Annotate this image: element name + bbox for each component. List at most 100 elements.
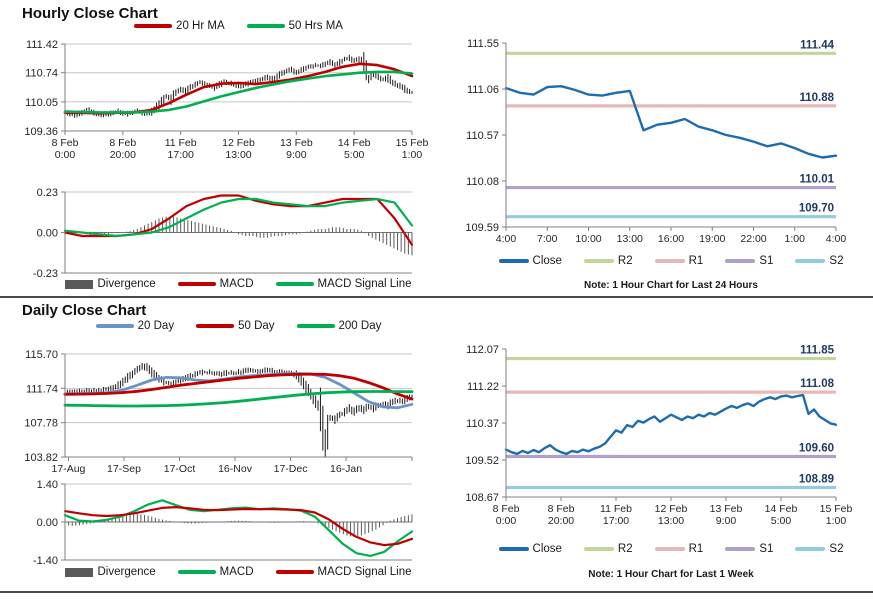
section-divider-top [0, 296, 873, 298]
legend-swatch-s2 [795, 259, 826, 263]
hourly-pivot-chart: 111.44 110.88 110.01 109.70 111.55 111.06 110.… [465, 38, 847, 245]
legend-label: MACD [219, 566, 254, 578]
svg-text:111.08: 111.08 [800, 378, 835, 390]
svg-text:15 Feb: 15 Feb [396, 137, 429, 149]
legend-swatch-50-hrs-ma [246, 24, 285, 28]
svg-text:10:00: 10:00 [575, 233, 601, 245]
svg-text:108.67: 108.67 [465, 492, 499, 504]
svg-text:1.40: 1.40 [37, 479, 58, 491]
svg-text:0.00: 0.00 [37, 228, 58, 240]
legend-label: R1 [688, 255, 704, 267]
legend-item-close: Close [498, 543, 562, 555]
svg-text:17:00: 17:00 [603, 515, 629, 527]
legend-label: MACD [219, 278, 254, 290]
legend-swatch-r2 [583, 259, 614, 263]
svg-text:5:00: 5:00 [771, 515, 792, 527]
svg-text:1:00: 1:00 [785, 233, 806, 245]
legend-item-s1: S1 [725, 543, 773, 555]
hourly-pivot-legend: Close R2 R1 S1 S2 [498, 255, 843, 267]
weekly-pivot-chart: 111.85 111.08 109.60 108.89 112.07 111.22 110.… [465, 344, 852, 527]
hourly-macd-chart: 0.23 0.00 -0.23 [33, 187, 414, 278]
svg-text:4:00: 4:00 [826, 233, 847, 245]
svg-text:13:00: 13:00 [225, 149, 251, 161]
hourly-macd-legend: Divergence MACD MACD Signal Line [65, 278, 412, 290]
svg-text:7:00: 7:00 [537, 233, 558, 245]
svg-text:16:00: 16:00 [658, 233, 684, 245]
svg-text:111.42: 111.42 [26, 39, 58, 51]
svg-text:109.70: 109.70 [799, 203, 834, 215]
legend-swatch-macd [177, 282, 216, 286]
svg-text:17-Aug: 17-Aug [52, 463, 86, 474]
svg-text:109.60: 109.60 [799, 443, 834, 455]
legend-swatch-macd-signal-line [275, 282, 314, 286]
legend-swatch-20-day [95, 324, 134, 328]
svg-text:20:00: 20:00 [110, 149, 136, 161]
legend-label: R2 [617, 255, 633, 267]
svg-text:111.06: 111.06 [467, 84, 499, 96]
svg-text:17:00: 17:00 [168, 149, 194, 161]
svg-text:110.88: 110.88 [799, 92, 834, 104]
legend-label: MACD Signal Line [317, 566, 412, 578]
svg-text:14 Feb: 14 Feb [338, 137, 371, 149]
legend-swatch-macd-signal-line [275, 570, 314, 574]
svg-text:109.36: 109.36 [24, 126, 58, 138]
svg-text:110.08: 110.08 [466, 176, 499, 188]
svg-text:111.44: 111.44 [800, 39, 835, 51]
svg-text:110.57: 110.57 [466, 130, 499, 142]
svg-text:17-Dec: 17-Dec [274, 463, 308, 474]
svg-text:111.22: 111.22 [467, 381, 499, 393]
svg-text:111.85: 111.85 [800, 345, 835, 357]
legend-item-r1: R1 [654, 543, 704, 555]
legend-item-50-day: 50 Day [196, 320, 275, 332]
legend-label: S1 [759, 255, 774, 267]
svg-text:11 Feb: 11 Feb [600, 503, 632, 515]
svg-text:110.05: 110.05 [25, 97, 58, 109]
legend-item-200-day: 200 Day [296, 320, 381, 332]
legend-label: 50 Day [238, 320, 275, 332]
legend-label: 50 Hrs MA [288, 20, 343, 32]
legend-label: S2 [829, 543, 844, 555]
svg-text:0:00: 0:00 [55, 149, 76, 161]
legend-item-r2: R2 [583, 543, 633, 555]
svg-text:111.55: 111.55 [467, 38, 499, 50]
svg-text:110.37: 110.37 [466, 418, 499, 430]
svg-text:109.59: 109.59 [465, 222, 499, 234]
legend-label: MACD Signal Line [317, 278, 412, 290]
section-divider-bottom [0, 591, 873, 593]
svg-text:110.01: 110.01 [799, 174, 834, 186]
legend-item-r2: R2 [583, 255, 633, 267]
svg-text:8 Feb: 8 Feb [548, 503, 575, 515]
legend-label: S2 [829, 255, 844, 267]
legend-item-20-hr-ma: 20 Hr MA [134, 20, 225, 32]
legend-item-s2: S2 [795, 255, 843, 267]
svg-text:17-Sep: 17-Sep [107, 463, 141, 474]
daily-section-title: Daily Close Chart [22, 302, 147, 319]
legend-swatch-r2 [583, 547, 614, 551]
svg-text:0:00: 0:00 [496, 515, 517, 527]
daily-macd-chart: 1.40 0.00 -1.40 [33, 479, 414, 564]
svg-text:11 Feb: 11 Feb [165, 137, 197, 149]
legend-label: S1 [759, 543, 774, 555]
svg-text:13 Feb: 13 Feb [710, 503, 743, 515]
svg-text:-0.23: -0.23 [33, 268, 58, 278]
legend-swatch-divergence [65, 279, 94, 289]
svg-text:9:00: 9:00 [716, 515, 737, 527]
legend-item-20-day: 20 Day [95, 320, 174, 332]
svg-text:107.78: 107.78 [24, 418, 58, 430]
svg-text:111.74: 111.74 [26, 383, 58, 395]
svg-text:20:00: 20:00 [548, 515, 574, 527]
hourly-pivot-note: Note: 1 Hour Chart for Last 24 Hours [584, 280, 758, 291]
legend-swatch-r1 [654, 259, 685, 263]
svg-text:16-Jan: 16-Jan [330, 463, 362, 474]
legend-label: R1 [688, 543, 704, 555]
legend-swatch-20-hr-ma [134, 24, 173, 28]
legend-item-macd: MACD [177, 278, 254, 290]
hourly-section-title: Hourly Close Chart [22, 5, 158, 22]
svg-text:12 Feb: 12 Feb [655, 503, 688, 515]
svg-text:9:00: 9:00 [286, 149, 307, 161]
legend-label: R2 [617, 543, 633, 555]
legend-item-divergence: Divergence [65, 278, 156, 290]
svg-text:17-Oct: 17-Oct [164, 463, 196, 474]
legend-label: 20 Hr MA [176, 20, 225, 32]
svg-text:5:00: 5:00 [344, 149, 365, 161]
